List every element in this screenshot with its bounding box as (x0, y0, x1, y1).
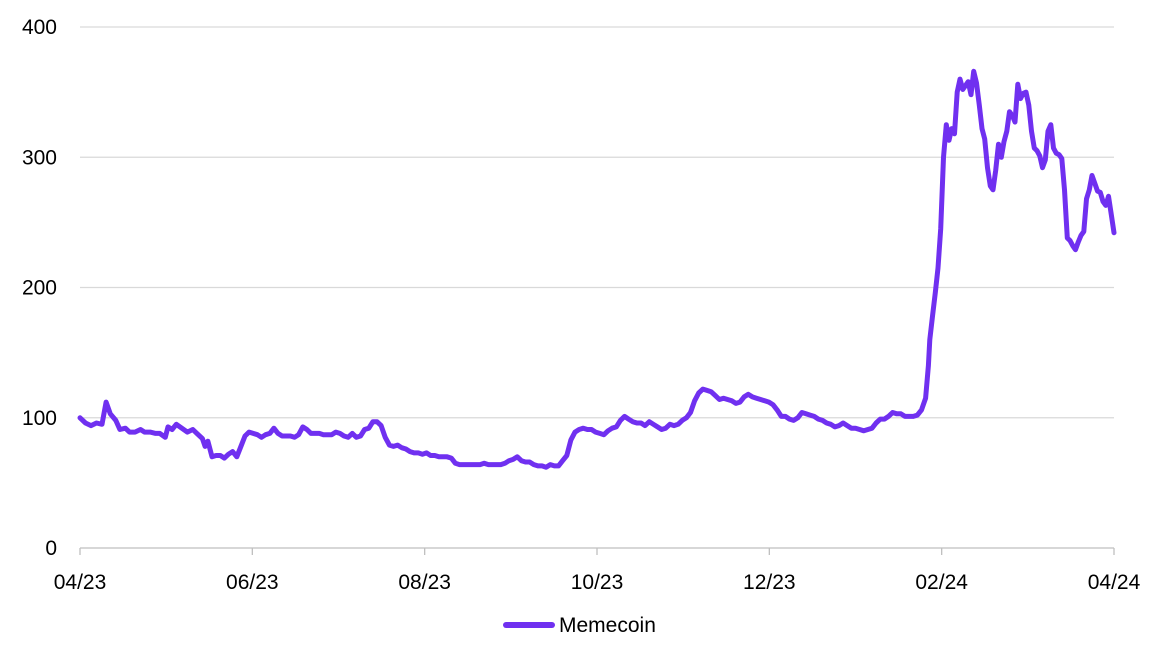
y-tick-label-100: 100 (22, 407, 57, 430)
x-tick-label-08-23: 08/23 (398, 571, 451, 594)
legend: Memecoin (503, 614, 656, 637)
x-tick-label-04-24: 04/24 (1088, 571, 1141, 594)
x-tick-label-12-23: 12/23 (743, 571, 796, 594)
y-tick-label-0: 0 (45, 537, 57, 560)
series-line-memecoin (77, 68, 1117, 470)
y-tick-label-200: 200 (22, 277, 57, 300)
gridlines (80, 26, 1114, 419)
series-layer (77, 68, 1117, 470)
y-axis-tick-labels: 0 100 200 300 400 (22, 16, 57, 560)
legend-label-memecoin: Memecoin (559, 614, 656, 637)
y-tick-label-400: 400 (22, 16, 57, 39)
x-axis: 04/23 06/23 08/23 10/23 12/23 02/24 04/24 (54, 547, 1141, 594)
x-tick-label-02-24: 02/24 (915, 571, 968, 594)
x-tick-label-06-23: 06/23 (226, 571, 279, 594)
x-tick-label-04-23: 04/23 (54, 571, 107, 594)
x-tick-label-10-23: 10/23 (571, 571, 624, 594)
y-tick-label-300: 300 (22, 146, 57, 169)
